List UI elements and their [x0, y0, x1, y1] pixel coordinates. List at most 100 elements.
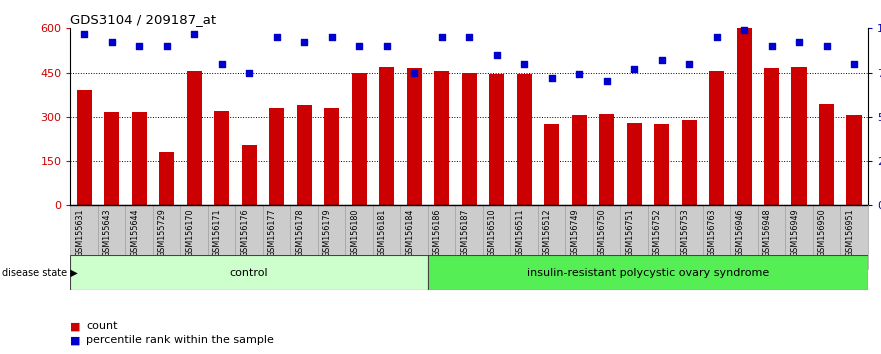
Text: GSM156171: GSM156171	[212, 209, 222, 257]
Point	[792, 40, 806, 45]
Bar	[352, 73, 366, 205]
Bar	[654, 124, 670, 205]
Bar	[434, 71, 449, 205]
Point	[324, 34, 338, 40]
Point	[352, 43, 366, 49]
Bar	[516, 74, 531, 205]
Bar	[98, 205, 125, 269]
Text: GSM156751: GSM156751	[626, 209, 634, 257]
Text: GSM156179: GSM156179	[322, 209, 331, 257]
Bar	[125, 205, 153, 269]
Text: GSM156176: GSM156176	[241, 209, 249, 257]
Text: GSM156950: GSM156950	[818, 209, 826, 257]
Bar	[181, 205, 208, 269]
Text: GSM156763: GSM156763	[707, 209, 716, 257]
Bar	[269, 108, 285, 205]
Bar	[373, 205, 400, 269]
Text: GSM156184: GSM156184	[405, 209, 414, 257]
Bar	[291, 205, 318, 269]
Bar	[153, 205, 181, 269]
Bar	[538, 205, 566, 269]
Text: GDS3104 / 209187_at: GDS3104 / 209187_at	[70, 13, 217, 26]
Point	[132, 43, 146, 49]
Point	[215, 61, 229, 67]
Point	[490, 52, 504, 58]
Point	[544, 75, 559, 81]
Bar	[758, 205, 785, 269]
Bar	[572, 115, 587, 205]
Bar	[77, 90, 92, 205]
Bar	[400, 205, 428, 269]
Text: GSM155644: GSM155644	[130, 209, 139, 257]
Bar	[819, 104, 834, 205]
Bar	[324, 108, 339, 205]
Point	[434, 34, 448, 40]
Bar	[318, 205, 345, 269]
Text: ■: ■	[70, 335, 81, 346]
Point	[187, 31, 201, 36]
Bar	[187, 71, 202, 205]
Bar	[566, 205, 593, 269]
Point	[682, 61, 696, 67]
Bar	[428, 205, 455, 269]
Bar	[703, 205, 730, 269]
Text: GSM156951: GSM156951	[845, 209, 854, 257]
Text: disease state ▶: disease state ▶	[2, 268, 78, 278]
Text: GSM156177: GSM156177	[268, 209, 277, 257]
Bar	[813, 205, 840, 269]
Text: ■: ■	[70, 321, 81, 331]
Bar	[297, 105, 312, 205]
Text: GSM156946: GSM156946	[735, 209, 744, 257]
Point	[242, 70, 256, 75]
Bar	[648, 205, 676, 269]
Text: GSM156749: GSM156749	[570, 209, 579, 257]
Bar	[764, 68, 779, 205]
Point	[627, 66, 641, 72]
Point	[105, 40, 119, 45]
Text: GSM155729: GSM155729	[158, 209, 167, 257]
Bar	[407, 68, 422, 205]
Bar	[462, 73, 477, 205]
Bar	[70, 205, 98, 269]
Bar	[104, 113, 119, 205]
Text: GSM156752: GSM156752	[653, 209, 662, 257]
Text: count: count	[86, 321, 118, 331]
Text: GSM156750: GSM156750	[597, 209, 607, 257]
Point	[380, 43, 394, 49]
Text: GSM156948: GSM156948	[763, 209, 772, 257]
Point	[819, 43, 833, 49]
Point	[847, 61, 861, 67]
Bar	[544, 124, 559, 205]
Bar	[455, 205, 483, 269]
Bar	[682, 120, 697, 205]
Bar	[840, 205, 868, 269]
Point	[765, 43, 779, 49]
Text: percentile rank within the sample: percentile rank within the sample	[86, 335, 274, 346]
Point	[709, 34, 723, 40]
Bar	[599, 114, 614, 205]
Bar	[626, 123, 641, 205]
Point	[600, 79, 614, 84]
Bar	[70, 255, 428, 290]
Point	[737, 27, 751, 33]
Bar	[620, 205, 648, 269]
Point	[572, 72, 586, 77]
Text: GSM155643: GSM155643	[103, 209, 112, 257]
Bar	[709, 71, 724, 205]
Point	[407, 70, 421, 75]
Bar	[791, 67, 807, 205]
Text: GSM156180: GSM156180	[350, 209, 359, 257]
Bar	[379, 67, 394, 205]
Bar	[847, 115, 862, 205]
Bar	[676, 205, 703, 269]
Text: GSM156511: GSM156511	[515, 209, 524, 257]
Text: GSM156181: GSM156181	[378, 209, 387, 257]
Text: insulin-resistant polycystic ovary syndrome: insulin-resistant polycystic ovary syndr…	[527, 268, 769, 278]
Bar	[131, 113, 147, 205]
Bar	[483, 205, 510, 269]
Text: GSM156178: GSM156178	[295, 209, 304, 257]
Point	[297, 40, 311, 45]
Bar	[159, 152, 174, 205]
Point	[462, 34, 476, 40]
Text: GSM156510: GSM156510	[487, 209, 497, 257]
